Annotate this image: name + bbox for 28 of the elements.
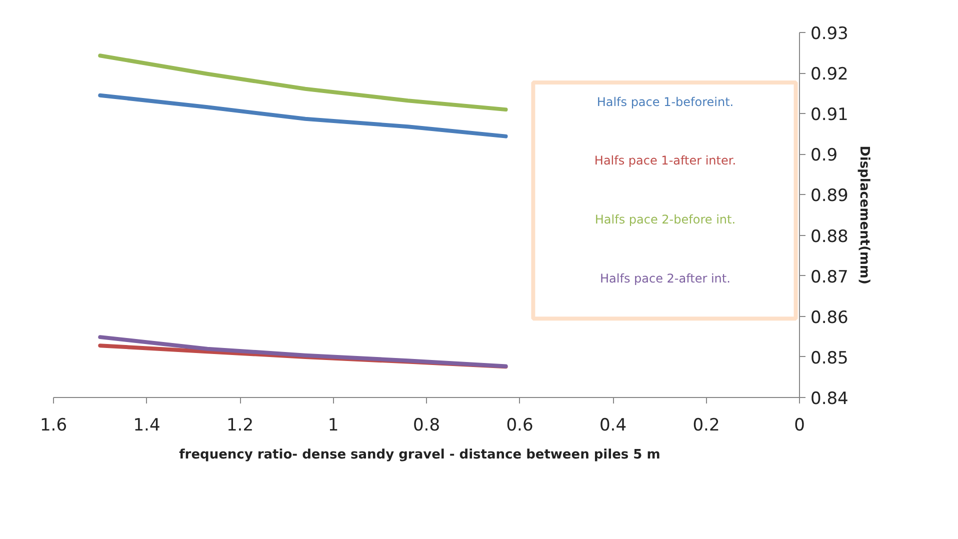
y-tick-label: 0.87 [810, 267, 848, 288]
y-tick-label: 0.85 [810, 348, 848, 368]
y-tick-label: 0.84 [810, 389, 848, 409]
x-tick-label: 0 [794, 416, 805, 436]
line-series [98, 54, 508, 112]
x-tick-label: 1.6 [40, 416, 68, 436]
x-tick-label: 1.4 [133, 416, 160, 436]
text: Halfs pace 2-before int. [594, 212, 736, 227]
y-tick-label: 0.86 [810, 308, 848, 328]
text: Halfs pace 2-after int. [600, 272, 730, 286]
x-tick-label: 0.6 [506, 416, 534, 436]
text: Halfs pace 1-after inter. [594, 154, 736, 168]
y-axis-title: Displacement(mm) [856, 146, 872, 284]
line-series [98, 335, 508, 368]
x-tick-label: 0.2 [692, 416, 720, 436]
y-tick-label: 0.93 [810, 24, 848, 44]
x-tick-label: 0.4 [599, 416, 627, 436]
x-tick-label: 1.2 [226, 416, 254, 436]
y-tick-label: 0.92 [810, 64, 848, 85]
x-tick-label: 1 [328, 416, 339, 436]
x-axis-title: frequency ratio- dense sandy gravel - distance between piles 5 m [179, 448, 660, 462]
y-tick-label: 0.91 [810, 105, 848, 126]
line-series [98, 93, 508, 138]
x-tick-label: 0.8 [412, 416, 440, 436]
text: Halfs pace 1-beforeint. [596, 94, 734, 109]
y-tick-label: 0.89 [810, 186, 848, 206]
y-tick-label: 0.88 [810, 226, 848, 247]
y-tick-label: 0.9 [810, 146, 838, 166]
